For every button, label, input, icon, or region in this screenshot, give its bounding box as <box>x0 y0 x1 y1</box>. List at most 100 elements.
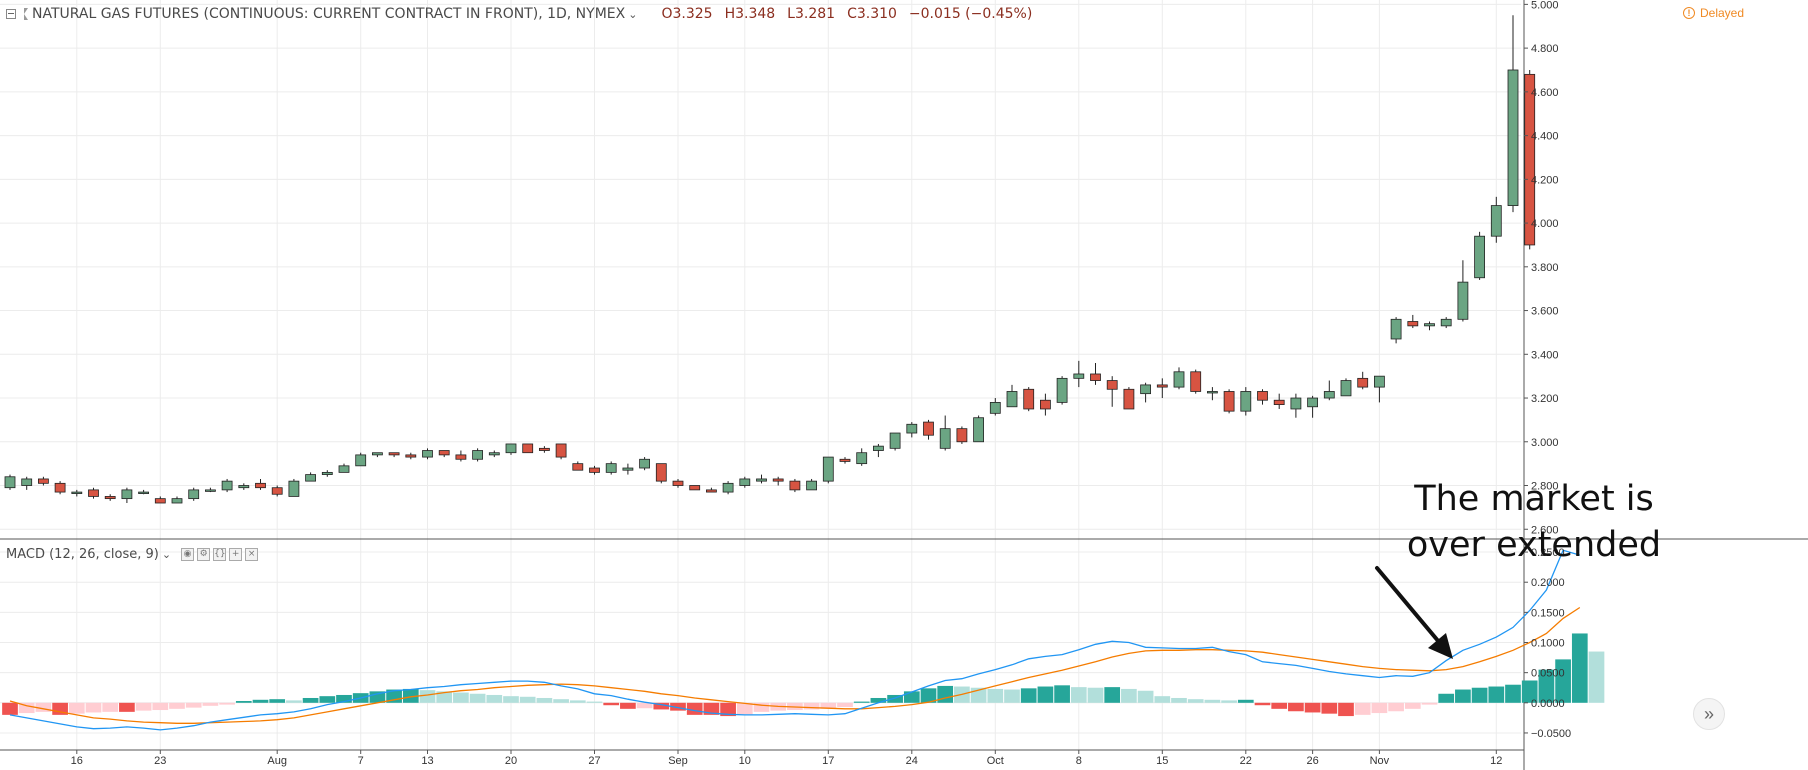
histogram-bar[interactable] <box>102 702 119 712</box>
histogram-bar[interactable] <box>302 697 319 703</box>
candle[interactable] <box>539 446 550 453</box>
histogram-bar[interactable] <box>1471 687 1488 703</box>
time-axis[interactable]: 16 23 Aug 7 13 20 27 Sep 10 17 24 Oct 8 15 22 26 Nov 12 <box>71 750 1503 767</box>
histogram-bar[interactable] <box>753 702 770 712</box>
candle[interactable] <box>305 472 317 482</box>
histogram-bar[interactable] <box>1037 686 1054 703</box>
candle[interactable] <box>572 461 584 471</box>
histogram-bar[interactable] <box>1588 651 1605 703</box>
candle[interactable] <box>1407 314 1419 329</box>
candle[interactable] <box>672 478 684 488</box>
histogram-bar[interactable] <box>235 700 252 703</box>
histogram-bar[interactable] <box>1254 702 1271 706</box>
histogram-bar[interactable] <box>286 700 302 703</box>
histogram-bar[interactable] <box>1388 702 1404 712</box>
candle[interactable] <box>605 461 617 475</box>
signal-line[interactable] <box>9 606 1581 724</box>
candle[interactable] <box>772 476 784 486</box>
histogram-bar[interactable] <box>18 702 35 714</box>
candle[interactable] <box>655 463 667 484</box>
candle[interactable] <box>522 443 534 454</box>
candle[interactable] <box>1207 387 1218 401</box>
histogram-bar[interactable] <box>1505 684 1521 703</box>
histogram-bar[interactable] <box>1054 685 1070 703</box>
histogram-bar[interactable] <box>1538 669 1555 703</box>
candle[interactable] <box>171 496 183 504</box>
histogram-bar[interactable] <box>119 702 135 712</box>
candle[interactable] <box>271 485 283 497</box>
histogram-bar[interactable] <box>1004 689 1020 703</box>
candle[interactable] <box>1156 378 1168 399</box>
candle[interactable] <box>1524 69 1536 250</box>
flag-icon[interactable] <box>24 8 28 20</box>
histogram-bar[interactable] <box>85 702 102 713</box>
candle[interactable] <box>1123 387 1135 410</box>
histogram-bar[interactable] <box>202 702 219 706</box>
candle[interactable] <box>38 476 49 486</box>
histogram-bar[interactable] <box>1371 702 1388 714</box>
candle[interactable] <box>1023 387 1035 412</box>
candle[interactable] <box>1290 393 1302 418</box>
histogram-bar[interactable] <box>720 702 736 717</box>
candle[interactable] <box>405 452 417 460</box>
candle[interactable] <box>338 463 350 473</box>
histogram-bar[interactable] <box>636 702 653 709</box>
candle[interactable] <box>455 450 467 462</box>
candle[interactable] <box>1240 387 1252 416</box>
histogram-bar[interactable] <box>1521 680 1538 703</box>
candle[interactable] <box>88 487 99 499</box>
candle[interactable] <box>1357 371 1369 390</box>
histogram-bar[interactable] <box>369 691 386 703</box>
candle[interactable] <box>1073 360 1085 388</box>
candle[interactable] <box>188 487 200 501</box>
histogram-bar[interactable] <box>336 694 352 703</box>
histogram-bar[interactable] <box>1354 702 1371 715</box>
histogram-bar[interactable] <box>1104 687 1121 703</box>
candle[interactable] <box>488 450 500 458</box>
candle[interactable] <box>1106 376 1118 407</box>
histogram-bar[interactable] <box>503 696 519 703</box>
more-icon[interactable]: + <box>229 548 243 561</box>
candle[interactable] <box>1457 260 1469 322</box>
candle[interactable] <box>1490 196 1502 243</box>
candle[interactable] <box>706 487 717 493</box>
price-axis[interactable]: 2.600 2.800 3.000 3.200 3.400 3.600 3.800 4.000… <box>1524 0 1559 536</box>
macd-axis[interactable]: −0.0500 0.0000 0.0500 0.1000 0.1500 0.2000 0.2… <box>1524 547 1571 740</box>
histogram-bar[interactable] <box>1271 702 1288 709</box>
histogram-bar[interactable] <box>803 702 820 710</box>
candle[interactable] <box>371 452 383 458</box>
histogram-bar[interactable] <box>653 702 670 710</box>
candle[interactable] <box>355 452 367 467</box>
histogram-bar[interactable] <box>670 702 686 711</box>
histogram-bar[interactable] <box>1237 699 1254 703</box>
candle[interactable] <box>1090 363 1101 385</box>
histogram-bar[interactable] <box>1571 633 1588 703</box>
candle[interactable] <box>873 443 884 458</box>
candle[interactable] <box>939 415 951 451</box>
candle[interactable] <box>806 478 817 491</box>
histogram-bar[interactable] <box>1338 702 1354 717</box>
histogram-bar[interactable] <box>52 702 68 715</box>
histogram-bar[interactable] <box>736 702 753 715</box>
candle[interactable] <box>1273 393 1285 409</box>
candle[interactable] <box>121 487 133 504</box>
candle[interactable] <box>4 474 16 490</box>
candle[interactable] <box>21 476 33 490</box>
candle[interactable] <box>138 489 150 495</box>
scroll-to-realtime-button[interactable]: » <box>1693 698 1725 730</box>
histogram-bar[interactable] <box>620 702 636 709</box>
candle[interactable] <box>956 426 968 444</box>
histogram-bar[interactable] <box>436 691 453 703</box>
symbol-title[interactable]: NATURAL GAS FUTURES (CONTINUOUS: CURRENT… <box>32 6 626 22</box>
histogram-bar[interactable] <box>1171 697 1187 703</box>
candle[interactable] <box>221 478 233 493</box>
chevron-down-icon[interactable]: ⌄ <box>628 7 638 21</box>
histogram-bar[interactable] <box>1070 687 1087 703</box>
histogram-bar[interactable] <box>1488 686 1505 703</box>
source-code-icon[interactable]: {} <box>213 548 227 561</box>
candle[interactable] <box>1507 15 1519 213</box>
candle[interactable] <box>154 496 166 504</box>
histogram-bar[interactable] <box>1421 702 1438 705</box>
candle[interactable] <box>889 432 901 451</box>
histogram-bar[interactable] <box>135 702 152 711</box>
